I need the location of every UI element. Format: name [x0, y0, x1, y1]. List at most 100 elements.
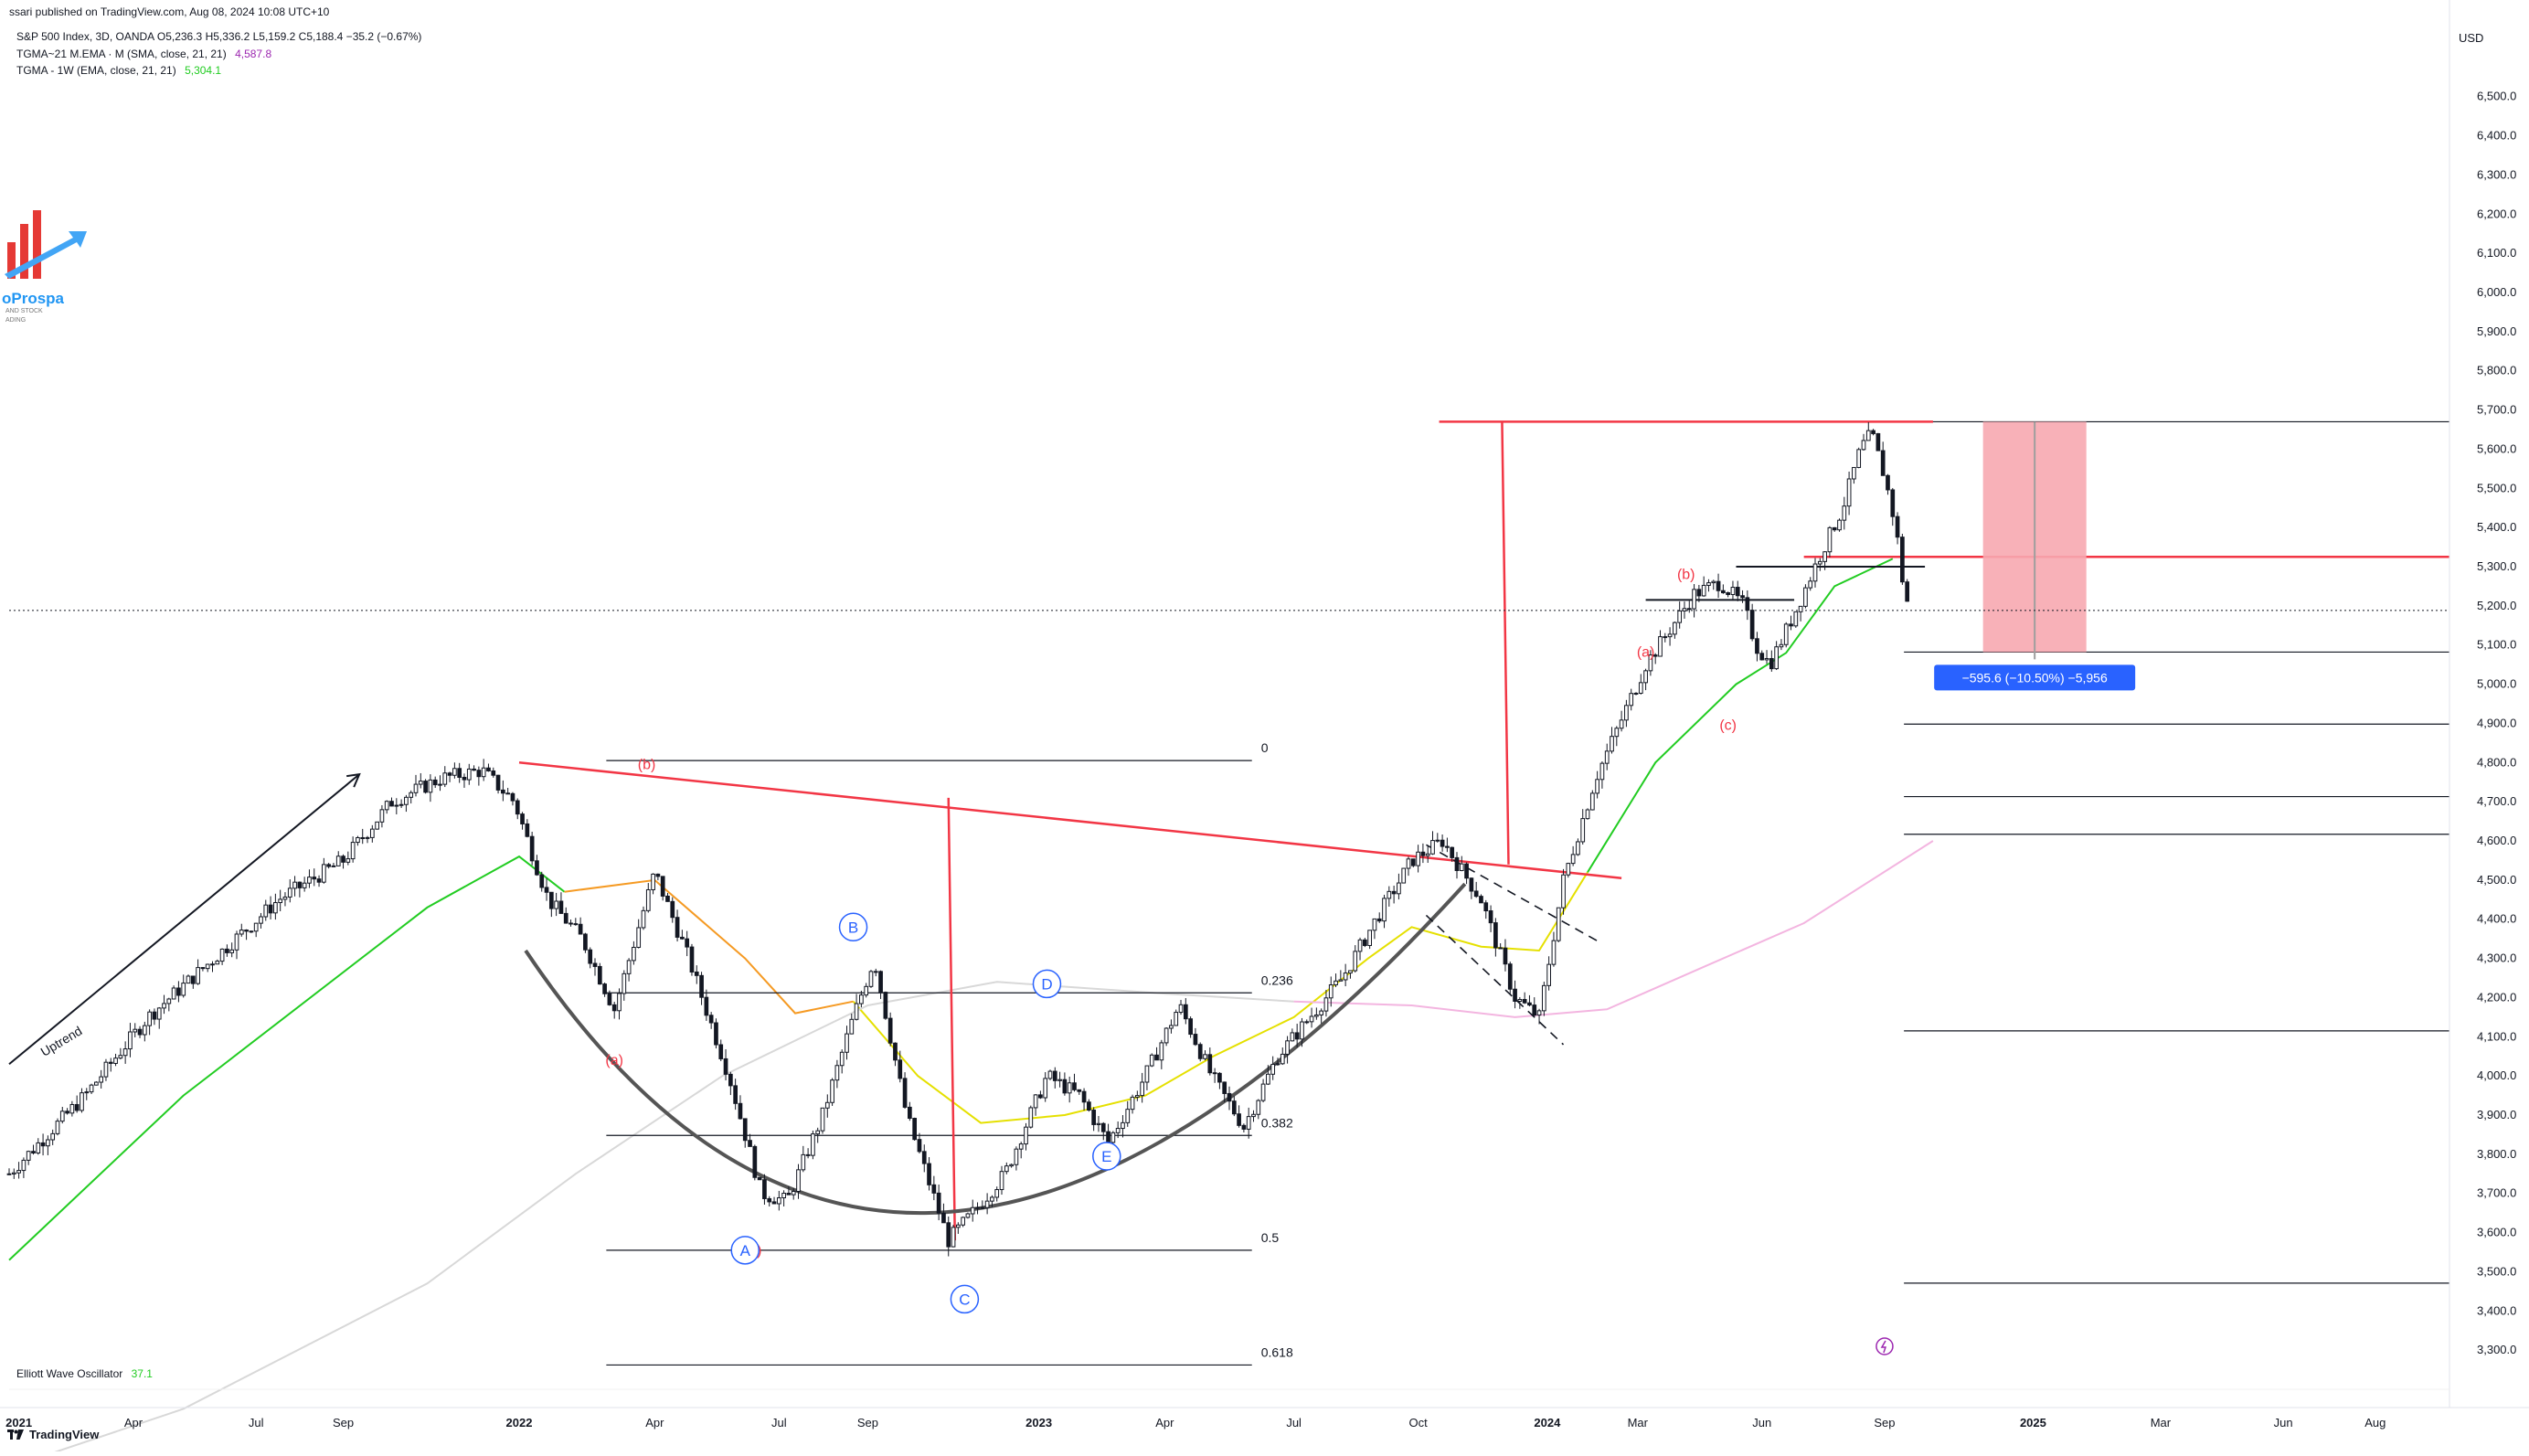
candle-body [379, 809, 385, 823]
candle-body [462, 776, 467, 781]
price-tick-label: 3,800.0 [2477, 1147, 2516, 1161]
candle-body [466, 768, 472, 781]
candle-body [1793, 611, 1799, 627]
candle-body [636, 927, 642, 948]
candle-body [442, 772, 448, 785]
candle-body [1144, 1065, 1150, 1083]
candle-body [1067, 1082, 1072, 1094]
candle-body [617, 993, 622, 1012]
candle-body [1769, 657, 1774, 670]
target-measure-line-right [1501, 421, 1510, 865]
price-tick-label: 3,400.0 [2477, 1303, 2516, 1317]
candle-body [776, 1197, 781, 1205]
measure-badge [1934, 664, 2136, 691]
candle-body [287, 887, 292, 898]
ma2-line[interactable]: TGMA - 1W (EMA, close, 21, 21) 5,304.1 [16, 64, 221, 77]
price-tick-label: 6,100.0 [2477, 246, 2516, 260]
candle-body [655, 873, 661, 877]
candle-body [1260, 1083, 1266, 1101]
symbol-line[interactable]: S&P 500 Index, 3D, OANDA O5,236.3 H5,336… [16, 30, 422, 43]
time-tick-label: Mar [2151, 1416, 2172, 1429]
candle-body [1251, 1113, 1256, 1118]
candle-body [834, 1065, 840, 1081]
candle-body [1522, 998, 1527, 1004]
candle-body [239, 930, 244, 935]
moving-average-line [1293, 840, 1934, 1018]
candle-body [1861, 440, 1866, 451]
candle-body [1169, 1025, 1174, 1029]
time-tick-label: 2021 [5, 1416, 32, 1429]
candle-body [1028, 1107, 1034, 1128]
candle-body [1207, 1054, 1213, 1074]
alert-icon [1875, 1337, 1894, 1355]
candle-body [84, 1091, 90, 1094]
candle-body [868, 971, 874, 987]
candle-body [830, 1079, 834, 1103]
wave-label-red: (a) [605, 1053, 623, 1068]
candle-body [253, 922, 259, 932]
candle-body [1886, 474, 1890, 491]
candle-body [1227, 1092, 1232, 1102]
candle-body [1430, 840, 1435, 855]
candle-body [535, 860, 539, 876]
candle-body [660, 876, 665, 897]
candle-body [341, 856, 345, 863]
candle-body [356, 836, 360, 844]
candle-body [219, 948, 225, 962]
candle-body [1541, 984, 1546, 1012]
candle-body [820, 1107, 825, 1132]
ma1-line[interactable]: TGMA~21 M.EMA · M (SMA, close, 21, 21) 4… [16, 48, 271, 60]
candle-body [74, 1103, 80, 1111]
wave-label-circle [838, 912, 868, 942]
candle-body [398, 803, 404, 806]
candle-body [941, 1212, 946, 1224]
wave-label-red: (b) [1677, 568, 1695, 583]
time-tick-label: Sep [333, 1416, 354, 1429]
candle-body [1125, 1109, 1131, 1123]
tradingview-footer[interactable]: TradingView [7, 1428, 99, 1441]
candle-body [685, 938, 690, 948]
candle-body [1614, 728, 1620, 738]
candle-body [1871, 430, 1875, 434]
candle-body [1154, 1054, 1159, 1061]
candle-body [714, 1022, 718, 1046]
price-tick-label: 4,200.0 [2477, 990, 2516, 1004]
candle-body [1798, 605, 1803, 612]
fib-left-level-label: 0 [1261, 740, 1269, 755]
alert-bolt-icon [1880, 1340, 1886, 1354]
candle-body [520, 813, 525, 824]
time-tick-label: Jun [2274, 1416, 2293, 1429]
candle-body [902, 1078, 908, 1108]
candle-body [389, 801, 394, 807]
oscillator-label[interactable]: Elliott Wave Oscillator 37.1 [16, 1367, 153, 1380]
candle-body [1203, 1054, 1207, 1059]
price-tick-label: 3,700.0 [2477, 1186, 2516, 1200]
candle-body [1842, 505, 1847, 521]
candle-body [1270, 1064, 1276, 1075]
candle-body [1174, 1012, 1179, 1026]
candle-body [1323, 997, 1329, 1012]
candle-body [394, 804, 399, 807]
flag-line-bottom [1425, 914, 1565, 1046]
price-tick-label: 5,600.0 [2477, 441, 2516, 455]
candle-body [1652, 654, 1658, 657]
candle-body [1018, 1143, 1024, 1150]
candle-body [1237, 1113, 1241, 1126]
candle-body [1701, 584, 1706, 597]
candle-body [1890, 489, 1896, 517]
candle-body [1706, 582, 1711, 586]
candle-body [491, 770, 496, 776]
candle-body [80, 1092, 84, 1111]
candle-body [651, 873, 655, 890]
candle-body [936, 1192, 941, 1214]
candle-body [568, 922, 573, 925]
candle-body [69, 1103, 75, 1114]
candle-body [1532, 1004, 1537, 1016]
candle-body [108, 1061, 113, 1064]
candle-body [297, 881, 303, 888]
candle-body [622, 972, 627, 994]
candle-body [689, 946, 695, 973]
candle-body [1803, 587, 1808, 607]
time-tick-label: 2022 [506, 1416, 533, 1429]
